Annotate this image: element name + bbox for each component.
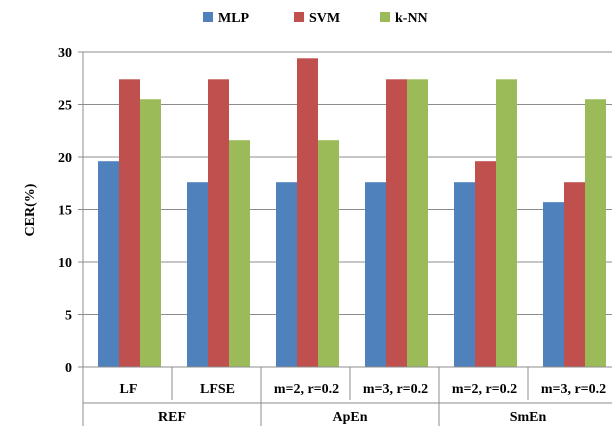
x-group-label: REF	[158, 410, 186, 425]
bars	[98, 58, 606, 368]
x-category-label: LFSE	[200, 382, 235, 397]
y-tick-label: 5	[65, 309, 72, 324]
bar-k-nn-1	[229, 140, 250, 367]
bar-svm-3	[386, 79, 407, 368]
x-group-label: SmEn	[510, 410, 547, 425]
y-tick-label: 10	[58, 256, 72, 271]
x-category-label: m=2, r=0.2	[274, 382, 339, 397]
x-group-label: ApEn	[332, 410, 367, 425]
bar-svm-0	[119, 79, 140, 368]
gridlines	[83, 51, 612, 315]
bar-svm-1	[208, 79, 229, 368]
y-tick-label: 20	[58, 151, 72, 166]
x-category-labels: LF LFSE m=2, r=0.2 m=3, r=0.2 m=2, r=0.2 m=3,…	[120, 382, 607, 397]
bar-mlp-4	[454, 182, 475, 367]
bar-mlp-5	[543, 202, 564, 367]
chart-legend: MLP SVM k-NN	[203, 11, 428, 26]
bar-mlp-2	[276, 182, 297, 367]
bar-mlp-3	[365, 182, 386, 367]
x-category-label: m=3, r=0.2	[541, 382, 606, 397]
y-tick-label: 15	[58, 204, 72, 219]
legend-swatch	[380, 12, 390, 22]
legend-label: k-NN	[395, 11, 428, 26]
bar-k-nn-4	[496, 79, 517, 368]
bar-k-nn-3	[407, 79, 428, 368]
legend-label: SVM	[309, 11, 340, 26]
bar-mlp-0	[98, 161, 119, 367]
bar-k-nn-2	[318, 140, 339, 367]
legend-label: MLP	[218, 11, 250, 26]
bar-k-nn-0	[140, 99, 161, 367]
bar-mlp-1	[187, 182, 208, 367]
bar-svm-5	[564, 182, 585, 367]
bar-k-nn-5	[585, 99, 606, 367]
x-category-label: m=2, r=0.2	[452, 382, 517, 397]
x-category-label: LF	[120, 382, 138, 397]
x-category-label: m=3, r=0.2	[363, 382, 428, 397]
y-axis-title: CER(%)	[23, 183, 38, 236]
y-tick-label: 25	[58, 99, 72, 114]
y-tick-label: 30	[58, 46, 72, 61]
bar-svm-2	[297, 58, 318, 368]
axes	[78, 51, 612, 426]
bar-svm-4	[475, 161, 496, 367]
legend-swatch	[203, 12, 213, 22]
x-group-labels: REF ApEn SmEn	[158, 410, 546, 425]
y-tick-label: 0	[65, 361, 72, 376]
legend-swatch	[294, 12, 304, 22]
y-tick-labels: 0 5 10 15 20 25 30	[58, 46, 72, 376]
